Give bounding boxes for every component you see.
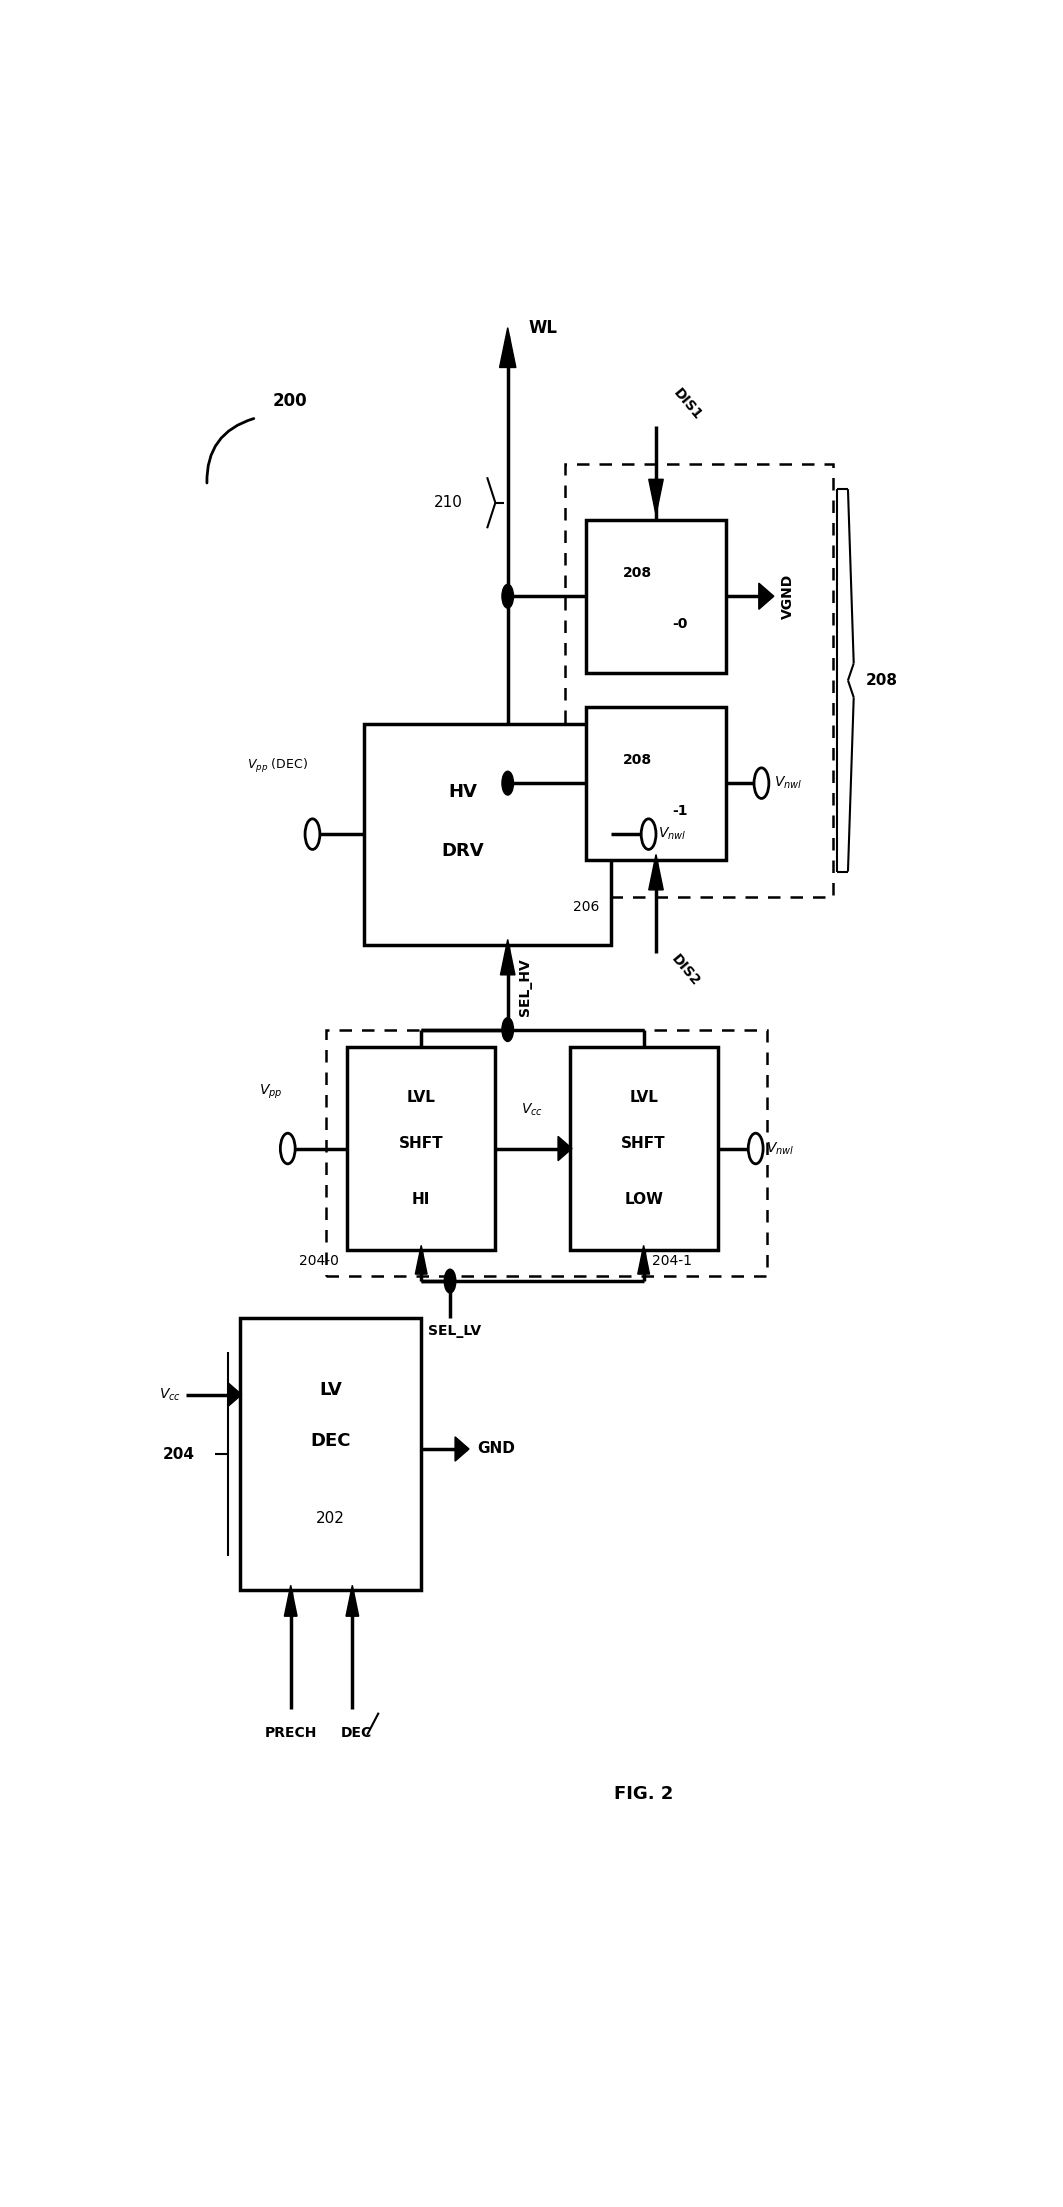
Text: LVL: LVL xyxy=(629,1090,658,1106)
Polygon shape xyxy=(501,940,514,975)
Polygon shape xyxy=(648,479,663,514)
Text: $V_{cc}$: $V_{cc}$ xyxy=(521,1101,543,1119)
Text: 210: 210 xyxy=(434,494,462,510)
Text: VGND: VGND xyxy=(781,574,795,618)
Text: $V_{nwl}$: $V_{nwl}$ xyxy=(765,1141,794,1156)
Text: PRECH: PRECH xyxy=(265,1726,317,1741)
Text: 208: 208 xyxy=(623,753,653,768)
Circle shape xyxy=(305,819,320,850)
Text: $V_{cc}$: $V_{cc}$ xyxy=(158,1386,181,1404)
Text: WL: WL xyxy=(528,318,557,338)
Text: FIG. 2: FIG. 2 xyxy=(614,1785,673,1803)
Circle shape xyxy=(502,1017,513,1042)
Text: SHFT: SHFT xyxy=(399,1137,443,1150)
Bar xyxy=(347,1046,495,1251)
Bar xyxy=(240,1318,421,1591)
Circle shape xyxy=(502,770,513,795)
Text: 208: 208 xyxy=(866,673,898,689)
Text: SHFT: SHFT xyxy=(622,1137,665,1150)
Circle shape xyxy=(754,768,769,799)
Bar xyxy=(586,519,726,673)
Circle shape xyxy=(502,585,513,609)
Text: LVL: LVL xyxy=(407,1090,436,1106)
Text: 204: 204 xyxy=(163,1448,195,1461)
Polygon shape xyxy=(500,327,516,369)
Text: 208: 208 xyxy=(623,567,653,580)
Text: 204-0: 204-0 xyxy=(299,1254,339,1267)
Text: -0: -0 xyxy=(672,616,688,631)
Text: DIS1: DIS1 xyxy=(671,386,705,422)
Bar xyxy=(326,1028,767,1276)
Text: GND: GND xyxy=(477,1441,516,1457)
Text: LOW: LOW xyxy=(624,1192,663,1207)
Bar xyxy=(364,724,611,945)
Polygon shape xyxy=(638,1245,649,1273)
Text: 200: 200 xyxy=(273,393,307,411)
Text: -1: -1 xyxy=(672,803,688,817)
Text: DRV: DRV xyxy=(441,843,484,861)
Text: LV: LV xyxy=(319,1382,342,1399)
Polygon shape xyxy=(227,1382,241,1406)
Text: SEL_LV: SEL_LV xyxy=(427,1324,480,1337)
Text: DIS2: DIS2 xyxy=(669,951,703,989)
Circle shape xyxy=(748,1132,763,1163)
Bar xyxy=(586,706,726,859)
Text: 204-1: 204-1 xyxy=(652,1254,692,1267)
Polygon shape xyxy=(558,1137,572,1161)
Bar xyxy=(570,1046,718,1251)
Text: DEC: DEC xyxy=(341,1726,372,1741)
Circle shape xyxy=(281,1132,296,1163)
Text: 206: 206 xyxy=(573,900,600,914)
Bar xyxy=(566,463,833,896)
Polygon shape xyxy=(416,1245,427,1273)
Polygon shape xyxy=(345,1585,358,1616)
Circle shape xyxy=(641,819,656,850)
Text: HV: HV xyxy=(448,783,477,801)
Text: HI: HI xyxy=(412,1192,431,1207)
Text: $V_{pp}$: $V_{pp}$ xyxy=(259,1084,283,1101)
Text: $V_{pp}$ (DEC): $V_{pp}$ (DEC) xyxy=(247,757,307,775)
Polygon shape xyxy=(648,854,663,889)
Polygon shape xyxy=(285,1585,297,1616)
Text: $V_{nwl}$: $V_{nwl}$ xyxy=(774,775,803,792)
Text: SEL_HV: SEL_HV xyxy=(518,958,532,1015)
Text: $V_{nwl}$: $V_{nwl}$ xyxy=(658,825,687,843)
Text: 202: 202 xyxy=(316,1512,345,1527)
Circle shape xyxy=(444,1269,456,1293)
Text: DEC: DEC xyxy=(310,1432,351,1450)
Polygon shape xyxy=(455,1437,469,1461)
Polygon shape xyxy=(759,583,774,609)
